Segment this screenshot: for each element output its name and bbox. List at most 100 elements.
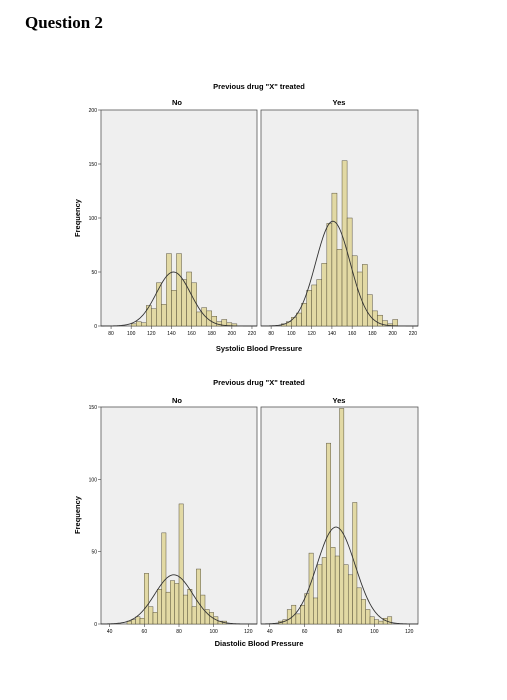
systolic-yes-bar [336,249,343,327]
diastolic-yes-bar [334,555,340,625]
systolic-no-bar [136,321,142,327]
diastolic-yes-x-tick-label: 100 [370,629,379,635]
systolic-yes-x-tick-label: 160 [348,331,357,337]
diastolic-yes-bar [321,557,327,625]
systolic-yes-bar [346,217,353,327]
systolic-panel-no-label: No [172,98,182,107]
systolic-yes-bar [331,192,338,327]
diastolic-no-x-tick-label: 80 [176,629,182,635]
diastolic-yes-bar [291,604,297,625]
diastolic-no-normal-curve [100,574,257,625]
diastolic-chart: Previous drug "X" treated No Yes Frequen… [73,378,419,648]
systolic-yes-bar [326,223,333,327]
systolic-no-normal-curve [101,271,257,327]
diastolic-no-x-tick-label: 120 [244,629,253,635]
systolic-yes-x-tick-label: 200 [389,331,398,337]
diastolic-no-bar [131,619,136,625]
diastolic-panel-no-label: No [172,396,182,405]
diastolic-no-bar [161,532,167,625]
systolic-yes-bar [392,319,398,327]
systolic-y-axis-label: Frequency [73,198,82,237]
diastolic-chart-title: Previous drug "X" treated [213,378,305,387]
systolic-no-y-tick-label: 150 [89,162,98,168]
systolic-no-x-tick-label: 200 [228,331,237,337]
systolic-yes-bar [316,279,322,327]
diastolic-no-x-tick-label: 100 [209,629,218,635]
systolic-yes-bar [351,255,358,327]
systolic-yes-x-tick-label: 220 [409,331,418,337]
systolic-no-x-tick-label: 160 [187,331,196,337]
diastolic-y-axis-label: Frequency [73,495,82,534]
systolic-x-axis-label: Systolic Blood Pressure [216,344,302,353]
diastolic-no-bar [157,589,162,625]
diastolic-yes-bar [330,547,336,625]
systolic-no-x-tick-label: 180 [208,331,217,337]
diastolic-yes-bar [339,408,345,625]
diastolic-yes-bar [343,564,349,625]
systolic-yes-bar [367,294,373,327]
diastolic-no-y-tick-label: 0 [94,622,97,628]
systolic-yes-bar [362,264,368,327]
question-heading: Question 2 [25,13,103,32]
diastolic-yes-bar [378,620,384,625]
systolic-no-bar [186,271,192,327]
systolic-yes-bar [291,317,297,327]
systolic-no-bar [176,253,182,327]
systolic-chart-title: Previous drug "X" treated [213,82,305,91]
diastolic-no-y-tick-label: 150 [89,405,98,411]
systolic-no-x-tick-label: 140 [167,331,176,337]
diastolic-yes-bar [347,574,353,625]
diastolic-yes-x-tick-label: 60 [302,629,308,635]
diastolic-no-bar [139,617,145,625]
systolic-yes-x-tick-label: 180 [368,331,377,337]
diastolic-yes-x-tick-label: 80 [337,629,343,635]
systolic-no-y-tick-label: 0 [94,324,97,330]
systolic-no-y-tick-label: 50 [91,270,97,276]
diastolic-yes-x-tick-label: 40 [267,629,273,635]
systolic-no-bar [130,323,137,327]
diastolic-yes-bar [361,599,366,625]
diastolic-no-bar [144,573,149,625]
systolic-no-x-tick-label: 80 [108,331,114,337]
systolic-no-bar [211,316,217,327]
systolic-panel-no: 80 100 120 140 160 180 200 220 0 50 100 150 200 [89,108,258,337]
diastolic-no-bar [191,606,197,625]
diastolic-no-x-tick-label: 40 [107,629,113,635]
systolic-no-bar [141,322,147,327]
diastolic-no-bar [200,594,206,625]
systolic-no-x-tick-label: 100 [127,331,136,337]
diastolic-yes-bar [313,597,318,625]
systolic-no-x-tick-label: 220 [248,331,257,337]
systolic-no-y-tick-label: 200 [89,108,98,114]
diastolic-x-axis-label: Diastolic Blood Pressure [215,639,304,648]
diastolic-no-bar [196,568,201,625]
systolic-yes-bar [372,310,378,327]
diastolic-no-bar [152,612,158,625]
diastolic-yes-bar [356,587,362,625]
diastolic-yes-bar [365,609,371,625]
diastolic-panel-yes: 40 60 80 100 120 [260,406,419,635]
systolic-no-bar [196,311,202,327]
systolic-yes-bar [301,303,307,327]
diastolic-yes-bar [295,613,301,625]
systolic-yes-bar [306,290,312,327]
diastolic-no-bar [135,616,141,625]
systolic-no-bar [151,308,157,327]
systolic-yes-x-tick-label: 140 [328,331,337,337]
diastolic-no-y-tick-label: 50 [91,550,97,556]
diastolic-no-bar [170,580,175,625]
systolic-no-bar [161,304,167,327]
diastolic-no-bar [183,594,188,625]
systolic-no-x-tick-label: 120 [147,331,156,337]
systolic-chart: Previous drug "X" treated No Yes Frequen… [73,82,419,353]
systolic-yes-bar [311,284,317,327]
diastolic-yes-bar [369,616,375,625]
diastolic-no-bar [178,503,184,625]
systolic-yes-bar [296,312,302,327]
diastolic-yes-x-tick-label: 120 [405,629,414,635]
diastolic-yes-bar [308,552,314,625]
diastolic-panel-no: 40 60 80 100 120 0 50 100 150 [89,405,258,635]
diastolic-no-bar [165,591,171,625]
diastolic-no-bar [174,583,180,625]
